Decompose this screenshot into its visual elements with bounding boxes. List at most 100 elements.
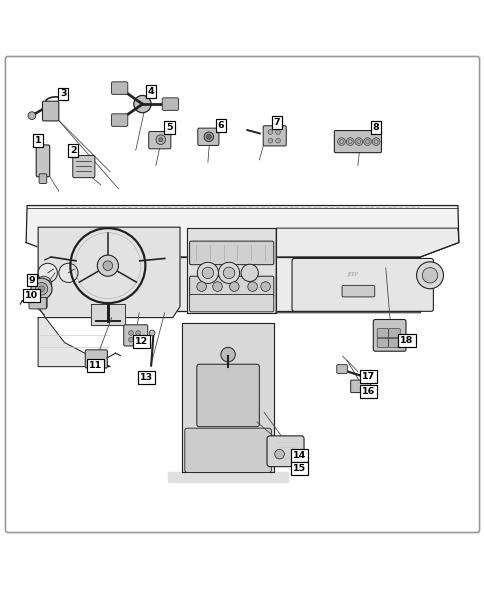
Circle shape bbox=[346, 138, 353, 145]
Text: 17: 17 bbox=[361, 372, 374, 380]
Polygon shape bbox=[275, 228, 458, 313]
Circle shape bbox=[229, 282, 239, 292]
Circle shape bbox=[128, 337, 133, 342]
Circle shape bbox=[416, 262, 442, 289]
FancyBboxPatch shape bbox=[111, 114, 128, 126]
Circle shape bbox=[363, 138, 371, 145]
Text: 13: 13 bbox=[139, 373, 152, 382]
FancyBboxPatch shape bbox=[197, 364, 259, 426]
Circle shape bbox=[156, 135, 165, 144]
Circle shape bbox=[59, 263, 78, 283]
Polygon shape bbox=[187, 228, 275, 313]
Polygon shape bbox=[38, 317, 110, 366]
Circle shape bbox=[103, 261, 112, 270]
FancyBboxPatch shape bbox=[291, 259, 433, 312]
Circle shape bbox=[36, 276, 51, 292]
Circle shape bbox=[223, 267, 234, 279]
FancyBboxPatch shape bbox=[111, 82, 128, 94]
Polygon shape bbox=[182, 323, 273, 472]
FancyBboxPatch shape bbox=[388, 329, 399, 337]
Text: 3: 3 bbox=[60, 90, 66, 98]
Polygon shape bbox=[26, 206, 458, 257]
Circle shape bbox=[158, 138, 162, 141]
Text: 15: 15 bbox=[292, 464, 305, 473]
FancyBboxPatch shape bbox=[189, 276, 273, 297]
FancyBboxPatch shape bbox=[189, 294, 273, 312]
FancyBboxPatch shape bbox=[333, 131, 381, 153]
Circle shape bbox=[38, 263, 57, 283]
FancyBboxPatch shape bbox=[36, 297, 47, 308]
Text: 14: 14 bbox=[292, 451, 305, 460]
Text: 8: 8 bbox=[372, 123, 379, 132]
Circle shape bbox=[204, 132, 213, 141]
Circle shape bbox=[274, 449, 284, 459]
Polygon shape bbox=[167, 472, 287, 482]
FancyBboxPatch shape bbox=[350, 380, 370, 393]
FancyBboxPatch shape bbox=[149, 131, 170, 149]
FancyBboxPatch shape bbox=[267, 436, 303, 466]
Text: 4: 4 bbox=[148, 87, 154, 96]
FancyBboxPatch shape bbox=[29, 297, 46, 309]
Circle shape bbox=[134, 95, 151, 112]
FancyBboxPatch shape bbox=[377, 338, 388, 348]
FancyBboxPatch shape bbox=[123, 325, 148, 346]
Circle shape bbox=[212, 282, 222, 292]
Circle shape bbox=[372, 138, 379, 145]
FancyBboxPatch shape bbox=[197, 128, 218, 145]
Circle shape bbox=[197, 282, 206, 292]
FancyBboxPatch shape bbox=[5, 57, 479, 532]
Circle shape bbox=[260, 282, 270, 292]
FancyBboxPatch shape bbox=[263, 125, 286, 146]
Circle shape bbox=[136, 337, 140, 342]
Circle shape bbox=[354, 138, 362, 145]
Text: 18: 18 bbox=[399, 336, 413, 345]
FancyBboxPatch shape bbox=[373, 319, 405, 351]
Text: 10: 10 bbox=[25, 291, 38, 300]
Text: 2: 2 bbox=[70, 145, 76, 155]
FancyBboxPatch shape bbox=[341, 285, 374, 297]
Circle shape bbox=[128, 330, 133, 335]
Circle shape bbox=[218, 262, 239, 283]
Circle shape bbox=[275, 138, 280, 143]
Text: 11: 11 bbox=[89, 361, 102, 370]
Circle shape bbox=[202, 267, 213, 279]
Circle shape bbox=[220, 348, 235, 362]
FancyBboxPatch shape bbox=[36, 145, 49, 177]
Circle shape bbox=[275, 130, 280, 134]
Circle shape bbox=[97, 255, 118, 276]
FancyBboxPatch shape bbox=[85, 350, 107, 368]
Circle shape bbox=[39, 286, 45, 292]
FancyBboxPatch shape bbox=[184, 428, 271, 472]
Circle shape bbox=[149, 330, 155, 336]
FancyBboxPatch shape bbox=[43, 101, 59, 121]
Text: 12: 12 bbox=[135, 337, 148, 346]
Circle shape bbox=[28, 112, 36, 120]
Circle shape bbox=[197, 262, 218, 283]
Polygon shape bbox=[91, 304, 124, 325]
FancyBboxPatch shape bbox=[73, 155, 95, 178]
Circle shape bbox=[337, 138, 345, 145]
Circle shape bbox=[268, 130, 272, 134]
Polygon shape bbox=[64, 257, 420, 312]
Text: 9: 9 bbox=[29, 276, 35, 284]
FancyBboxPatch shape bbox=[388, 338, 399, 348]
Polygon shape bbox=[38, 227, 180, 317]
Circle shape bbox=[206, 134, 211, 139]
Text: 6: 6 bbox=[217, 121, 224, 130]
Circle shape bbox=[31, 278, 52, 299]
Text: 16: 16 bbox=[361, 387, 374, 396]
Text: 1: 1 bbox=[35, 136, 41, 145]
Circle shape bbox=[241, 264, 258, 282]
FancyBboxPatch shape bbox=[336, 365, 347, 373]
Circle shape bbox=[35, 283, 47, 295]
FancyBboxPatch shape bbox=[189, 241, 273, 264]
Text: JEEP: JEEP bbox=[347, 272, 358, 277]
FancyBboxPatch shape bbox=[39, 174, 46, 183]
FancyBboxPatch shape bbox=[91, 365, 103, 372]
Circle shape bbox=[268, 138, 272, 143]
Circle shape bbox=[136, 330, 140, 335]
Text: 5: 5 bbox=[166, 123, 172, 132]
Text: 7: 7 bbox=[273, 118, 280, 127]
Circle shape bbox=[247, 282, 257, 292]
Circle shape bbox=[422, 267, 437, 283]
